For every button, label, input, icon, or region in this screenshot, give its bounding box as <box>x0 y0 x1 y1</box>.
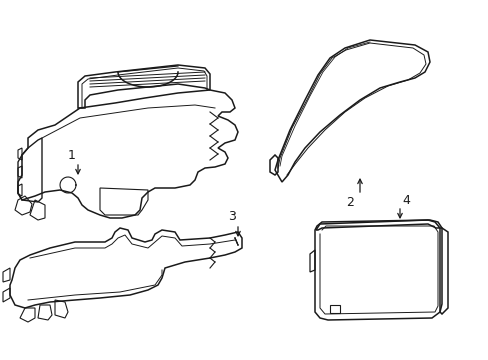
Text: 2: 2 <box>346 195 353 208</box>
Text: 3: 3 <box>227 210 235 222</box>
Text: 1: 1 <box>68 149 76 162</box>
Text: 4: 4 <box>401 194 409 207</box>
